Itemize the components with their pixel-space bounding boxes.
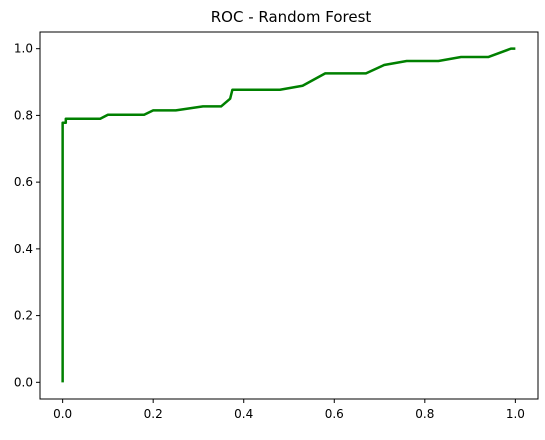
y-tick-label: 0.8 [14, 108, 33, 122]
y-tick-label: 0.4 [14, 242, 33, 256]
y-tick-label: 0.6 [14, 175, 33, 189]
x-tick-label: 0.0 [53, 407, 72, 421]
x-axis: 0.0 0.2 0.4 0.6 0.8 1.0 [53, 399, 525, 421]
y-tick-label: 1.0 [14, 42, 33, 56]
y-tick-label: 0.0 [14, 375, 33, 389]
y-axis: 0.0 0.2 0.4 0.6 0.8 1.0 [14, 42, 40, 389]
chart-title: ROC - Random Forest [211, 8, 372, 26]
x-tick-label: 0.2 [144, 407, 163, 421]
y-tick-label: 0.2 [14, 309, 33, 323]
x-tick-label: 0.6 [325, 407, 344, 421]
plot-content [61, 47, 516, 383]
x-tick-label: 0.8 [415, 407, 434, 421]
x-tick-label: 1.0 [506, 407, 525, 421]
plot-frame [39, 31, 539, 400]
x-tick-label: 0.4 [234, 407, 253, 421]
roc-curve-line [61, 47, 516, 383]
